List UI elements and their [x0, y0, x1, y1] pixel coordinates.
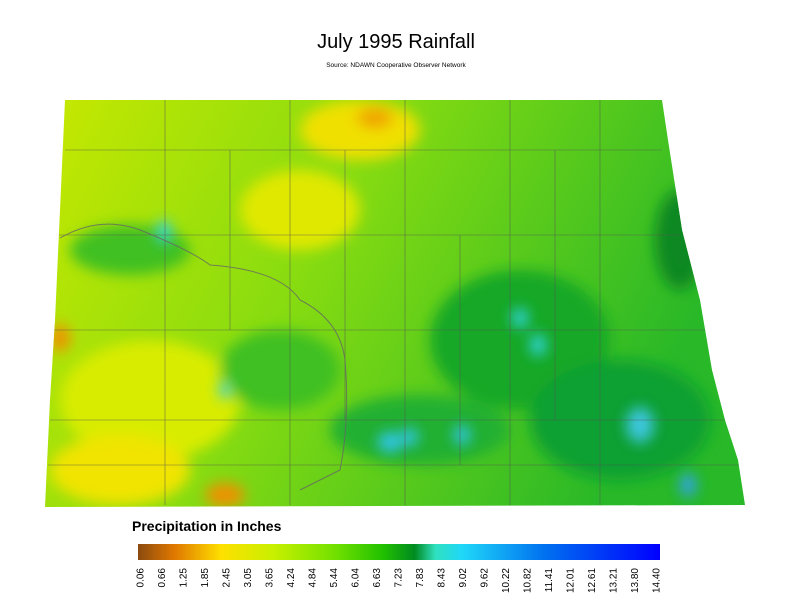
source-note: Source: NDAWN Cooperative Observer Netwo… — [326, 62, 466, 69]
legend-label: 3.05 — [243, 568, 254, 588]
legend-label: 7.23 — [394, 568, 405, 588]
legend-label: 0.66 — [157, 568, 168, 588]
legend-label: 0.06 — [136, 568, 147, 588]
legend-label: 7.83 — [415, 568, 426, 588]
legend-label: 12.61 — [587, 568, 598, 593]
color-scale — [138, 544, 660, 560]
legend-label: 12.01 — [566, 568, 577, 593]
legend-label: 10.22 — [501, 568, 512, 593]
legend-label: 13.80 — [630, 568, 641, 593]
legend-label: 6.63 — [372, 568, 383, 588]
map-title: July 1995 Rainfall — [317, 31, 475, 53]
legend-label: 11.41 — [544, 568, 555, 593]
legend-label: 4.24 — [286, 568, 297, 588]
legend-label: 4.84 — [308, 568, 319, 588]
legend-label: 10.82 — [523, 568, 534, 593]
legend-label: 14.40 — [652, 568, 663, 593]
legend-title: Precipitation in Inches — [132, 518, 282, 534]
legend-label: 9.62 — [480, 568, 491, 588]
rainfall-surface — [45, 100, 745, 507]
legend-labels: 0.06 0.66 1.25 1.85 2.45 3.05 3.65 4.24 4.84 5.44… — [136, 568, 663, 593]
legend-label: 1.25 — [179, 568, 190, 588]
legend-label: 5.44 — [329, 568, 340, 588]
legend-label: 9.02 — [458, 568, 469, 588]
legend-label: 2.45 — [222, 568, 233, 588]
legend-label: 3.65 — [265, 568, 276, 588]
legend-label: 8.43 — [437, 568, 448, 588]
legend-label: 6.04 — [351, 568, 362, 588]
legend-label: 13.21 — [609, 568, 620, 593]
legend-label: 1.85 — [200, 568, 211, 588]
